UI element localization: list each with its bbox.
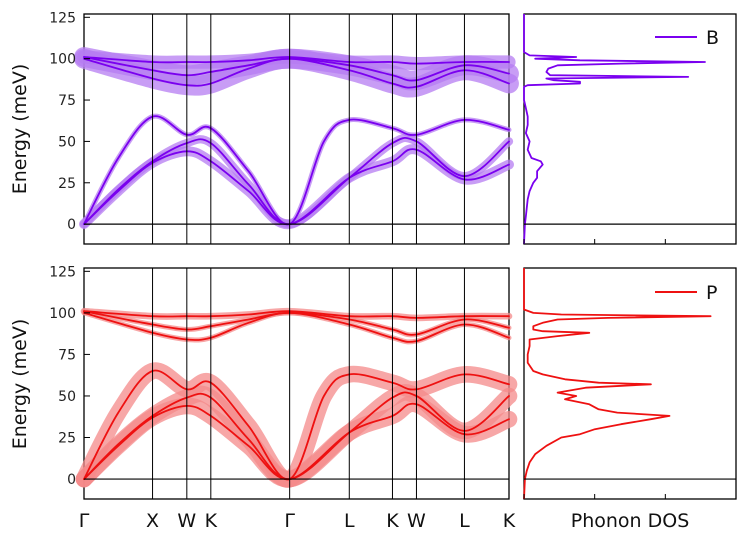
- y-tick-label-b: 50: [58, 134, 76, 150]
- plot-frame-b-dispersion: [83, 13, 510, 245]
- y-tick-label-b: 75: [58, 93, 76, 109]
- plot-frame-p-dos: [523, 267, 737, 500]
- x-axis-label-dos: Phonon DOS: [571, 510, 690, 532]
- y-tick-label-p: 0: [67, 472, 76, 488]
- y-tick-label-p: 50: [58, 389, 76, 405]
- kpoint-label: Γ: [79, 510, 90, 532]
- phonon-branch-b-1: [83, 137, 510, 226]
- legend-label-b: B: [706, 27, 719, 49]
- y-axis-label-p: Energy (meV): [9, 319, 31, 450]
- y-tick-label-b: 125: [49, 10, 76, 26]
- y-tick-label-b: 100: [49, 52, 76, 68]
- kpoint-label: K: [205, 510, 218, 532]
- kpoint-label: W: [177, 510, 196, 532]
- y-axis-label-b: Energy (meV): [9, 64, 31, 195]
- dos-curve-b: [523, 14, 706, 245]
- legend-p: P: [655, 282, 717, 304]
- kpoint-label: K: [386, 510, 399, 532]
- y-tick-label-b: 0: [67, 217, 76, 233]
- kpoint-label: X: [146, 510, 159, 532]
- legend-b: B: [655, 27, 719, 49]
- y-tick-label-b: 25: [58, 176, 76, 192]
- plot-frame-b-dos: [523, 13, 737, 245]
- y-tick-label-p: 75: [58, 347, 76, 363]
- phonon-branch-p-0: [83, 402, 510, 481]
- y-tick-label-p: 25: [58, 431, 76, 447]
- phonon-branch-b-0: [83, 148, 510, 226]
- y-tick-label-p: 125: [49, 264, 76, 280]
- kpoint-label: L: [344, 510, 355, 532]
- dos-curve-p: [523, 268, 712, 500]
- kpoint-label: W: [407, 510, 426, 532]
- phonon-branch-p-1: [83, 391, 510, 481]
- y-tick-label-p: 100: [49, 306, 76, 322]
- legend-label-p: P: [706, 282, 717, 304]
- kpoint-label: Γ: [284, 510, 295, 532]
- kpoint-label: L: [459, 510, 470, 532]
- kpoint-label: K: [503, 510, 516, 532]
